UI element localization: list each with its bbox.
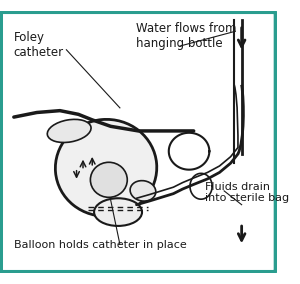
Ellipse shape: [130, 181, 156, 201]
FancyBboxPatch shape: [1, 12, 276, 272]
Text: Foley
catheter: Foley catheter: [14, 31, 64, 59]
Text: Water flows from
hanging bottle: Water flows from hanging bottle: [136, 22, 237, 50]
Text: Balloon holds catheter in place: Balloon holds catheter in place: [14, 240, 187, 250]
Ellipse shape: [56, 119, 157, 216]
Ellipse shape: [47, 119, 91, 143]
Text: Fluids drain
into sterile bag: Fluids drain into sterile bag: [205, 182, 289, 203]
Ellipse shape: [90, 162, 127, 197]
Ellipse shape: [94, 198, 142, 226]
